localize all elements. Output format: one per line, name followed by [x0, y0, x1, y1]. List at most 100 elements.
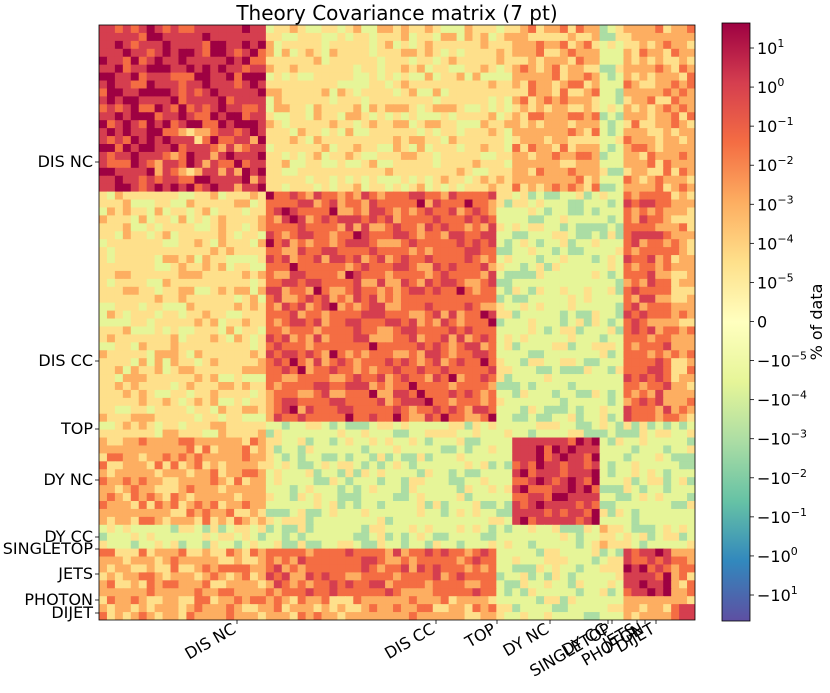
- heatmap-cell: [424, 167, 434, 177]
- heatmap-cell: [114, 294, 124, 304]
- heatmap-cell: [448, 326, 458, 335]
- heatmap-cell: [114, 366, 124, 375]
- heatmap-cell: [687, 136, 695, 145]
- heatmap-cell: [488, 421, 497, 431]
- heatmap-cell: [687, 64, 695, 74]
- heatmap-cell: [559, 413, 569, 423]
- heatmap-cell: [416, 159, 426, 169]
- heatmap-cell: [218, 532, 227, 542]
- heatmap-cell: [186, 48, 195, 58]
- heatmap-cell: [162, 286, 172, 296]
- heatmap-cell: [393, 286, 402, 296]
- heatmap-cell: [583, 413, 593, 423]
- heatmap-cell: [273, 25, 283, 34]
- heatmap-cell: [559, 175, 569, 185]
- heatmap-cell: [440, 64, 450, 74]
- heatmap-cell: [289, 159, 299, 169]
- heatmap-cell: [544, 96, 553, 105]
- heatmap-cell: [353, 223, 362, 232]
- heatmap-cell: [242, 508, 251, 518]
- heatmap-cell: [162, 445, 172, 454]
- heatmap-cell: [663, 389, 672, 399]
- heatmap-cell: [257, 270, 267, 280]
- heatmap-cell: [647, 144, 656, 153]
- heatmap-cell: [353, 25, 362, 34]
- heatmap-cell: [512, 270, 521, 280]
- heatmap-cell: [496, 508, 505, 518]
- heatmap-cell: [480, 151, 489, 161]
- heatmap-cell: [313, 350, 323, 359]
- heatmap-cell: [345, 461, 354, 470]
- heatmap-cell: [687, 112, 695, 121]
- heatmap-cell: [440, 159, 450, 169]
- heatmap-cell: [218, 151, 227, 161]
- heatmap-cell: [639, 159, 648, 169]
- heatmap-cell: [488, 326, 497, 335]
- heatmap-cell: [400, 183, 410, 193]
- heatmap-cell: [289, 294, 299, 304]
- heatmap-cell: [464, 199, 474, 209]
- heatmap-cell: [202, 144, 211, 153]
- heatmap-cell: [400, 516, 410, 526]
- heatmap-cell: [687, 445, 695, 454]
- heatmap-cell: [114, 532, 124, 542]
- heatmap-cell: [361, 80, 370, 90]
- heatmap-cell: [456, 247, 466, 256]
- heatmap-cell: [400, 437, 410, 447]
- heatmap-cell: [377, 40, 386, 50]
- heatmap-cell: [234, 223, 243, 232]
- heatmap-cell: [377, 128, 386, 137]
- heatmap-cell: [575, 151, 585, 161]
- heatmap-cell: [242, 120, 251, 129]
- heatmap-cell: [583, 326, 593, 335]
- heatmap-cell: [583, 405, 593, 415]
- heatmap-cell: [416, 350, 426, 359]
- heatmap-cell: [385, 207, 394, 216]
- heatmap-cell: [257, 40, 267, 50]
- heatmap-cell: [138, 477, 148, 486]
- heatmap-cell: [178, 72, 188, 82]
- heatmap-cell: [130, 469, 140, 478]
- heatmap-cell: [218, 167, 227, 177]
- heatmap-cell: [186, 263, 195, 272]
- heatmap-cell: [385, 382, 394, 391]
- heatmap-cell: [416, 445, 426, 454]
- heatmap-cell: [178, 231, 188, 240]
- heatmap-cell: [551, 25, 561, 34]
- heatmap-cell: [321, 477, 331, 486]
- heatmap-cell: [305, 247, 315, 256]
- heatmap-cell: [520, 270, 529, 280]
- heatmap-cell: [305, 112, 315, 121]
- heatmap-cell: [186, 508, 195, 518]
- heatmap-cell: [345, 159, 354, 169]
- heatmap-cell: [249, 294, 259, 304]
- heatmap-cell: [345, 191, 354, 201]
- heatmap-cell: [154, 223, 164, 232]
- heatmap-cell: [361, 286, 370, 296]
- heatmap-cell: [655, 302, 664, 312]
- heatmap-cell: [361, 302, 370, 312]
- heatmap-cell: [178, 350, 188, 359]
- heatmap-cell: [679, 263, 688, 272]
- heatmap-cell: [170, 128, 180, 137]
- heatmap-cell: [146, 167, 156, 177]
- heatmap-cell: [496, 215, 505, 224]
- heatmap-cell: [551, 104, 561, 113]
- heatmap-cell: [321, 128, 331, 137]
- heatmap-cell: [106, 112, 116, 121]
- heatmap-cell: [663, 405, 672, 415]
- heatmap-cell: [393, 302, 402, 312]
- heatmap-cell: [440, 255, 450, 264]
- heatmap-cell: [639, 263, 648, 272]
- heatmap-cell: [480, 540, 489, 550]
- heatmap-cell: [528, 80, 537, 90]
- heatmap-cell: [242, 32, 251, 42]
- heatmap-cell: [242, 223, 251, 232]
- heatmap-cell: [496, 151, 505, 161]
- heatmap-cell: [178, 56, 188, 66]
- heatmap-cell: [567, 508, 577, 518]
- heatmap-matrix: [99, 25, 695, 620]
- heatmap-cell: [440, 421, 450, 431]
- heatmap-cell: [289, 382, 299, 391]
- heatmap-cell: [623, 524, 633, 534]
